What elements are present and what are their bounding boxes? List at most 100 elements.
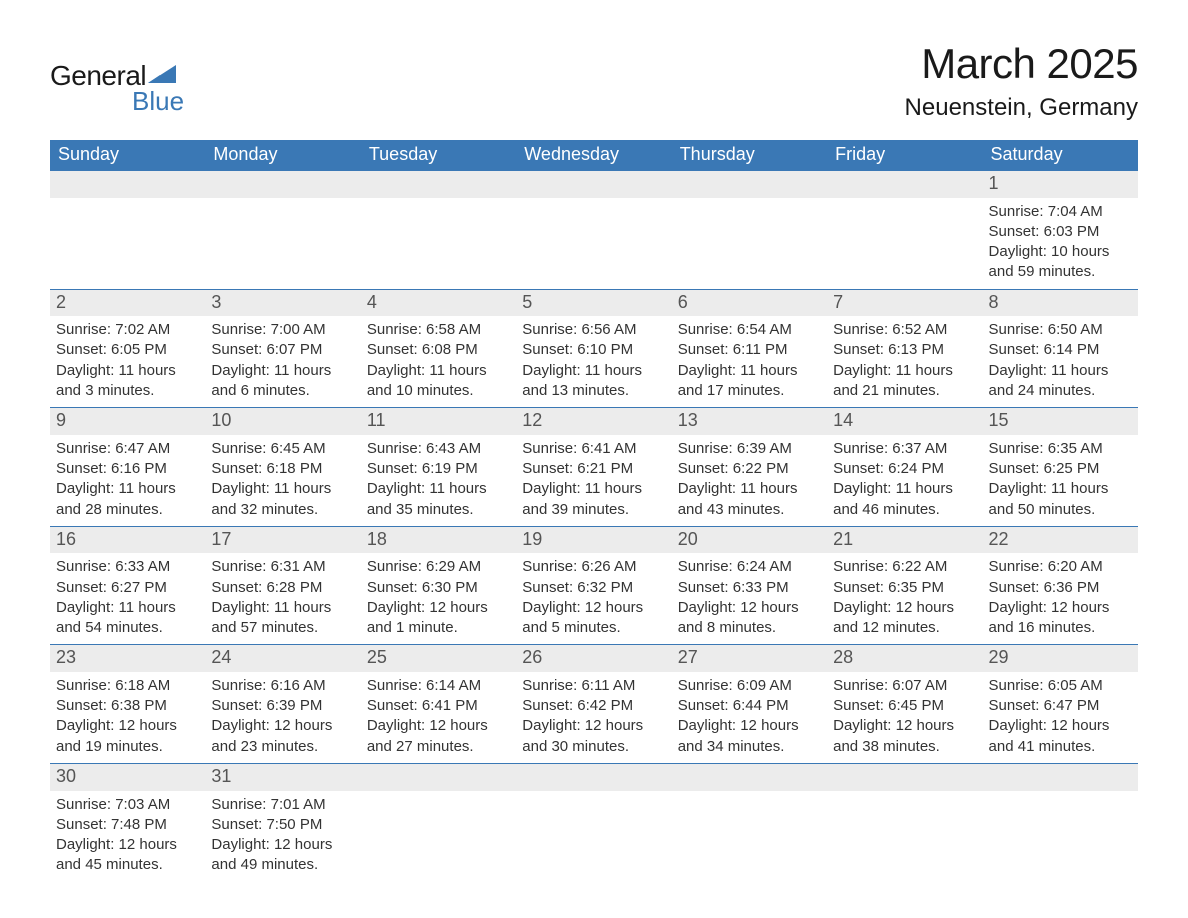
- day-details: Sunrise: 7:02 AMSunset: 6:05 PMDaylight:…: [50, 316, 205, 407]
- day-number: 14: [827, 408, 982, 435]
- calendar-day-cell: [50, 171, 205, 289]
- day-number: 13: [672, 408, 827, 435]
- page-header: General Blue March 2025 Neuenstein, Germ…: [50, 40, 1138, 122]
- daylight-text: Daylight: 11 hours and 6 minutes.: [211, 361, 354, 402]
- day-details: Sunrise: 7:04 AMSunset: 6:03 PMDaylight:…: [983, 198, 1138, 289]
- sunrise-text: Sunrise: 6:05 AM: [989, 676, 1132, 696]
- calendar-day-cell: [205, 171, 360, 289]
- calendar-day-cell: 30Sunrise: 7:03 AMSunset: 7:48 PMDayligh…: [50, 763, 205, 881]
- sunset-text: Sunset: 6:39 PM: [211, 696, 354, 716]
- daylight-text: Daylight: 12 hours and 34 minutes.: [678, 716, 821, 757]
- title-block: March 2025 Neuenstein, Germany: [905, 40, 1138, 122]
- calendar-day-cell: 26Sunrise: 6:11 AMSunset: 6:42 PMDayligh…: [516, 645, 671, 764]
- day-header: Thursday: [672, 140, 827, 171]
- day-number: [672, 764, 827, 791]
- calendar-day-cell: 11Sunrise: 6:43 AMSunset: 6:19 PMDayligh…: [361, 408, 516, 527]
- sunset-text: Sunset: 6:11 PM: [678, 340, 821, 360]
- sunrise-text: Sunrise: 6:16 AM: [211, 676, 354, 696]
- calendar-day-cell: 21Sunrise: 6:22 AMSunset: 6:35 PMDayligh…: [827, 526, 982, 645]
- calendar-day-cell: 12Sunrise: 6:41 AMSunset: 6:21 PMDayligh…: [516, 408, 671, 527]
- calendar-day-cell: 23Sunrise: 6:18 AMSunset: 6:38 PMDayligh…: [50, 645, 205, 764]
- day-number: 30: [50, 764, 205, 791]
- day-details: Sunrise: 6:41 AMSunset: 6:21 PMDaylight:…: [516, 435, 671, 526]
- sunrise-text: Sunrise: 6:43 AM: [367, 439, 510, 459]
- sunset-text: Sunset: 6:03 PM: [989, 222, 1132, 242]
- sunrise-text: Sunrise: 6:24 AM: [678, 557, 821, 577]
- day-details: Sunrise: 6:47 AMSunset: 6:16 PMDaylight:…: [50, 435, 205, 526]
- day-details: Sunrise: 6:58 AMSunset: 6:08 PMDaylight:…: [361, 316, 516, 407]
- sunset-text: Sunset: 6:45 PM: [833, 696, 976, 716]
- daylight-text: Daylight: 11 hours and 39 minutes.: [522, 479, 665, 520]
- day-details: Sunrise: 6:39 AMSunset: 6:22 PMDaylight:…: [672, 435, 827, 526]
- day-details: Sunrise: 6:31 AMSunset: 6:28 PMDaylight:…: [205, 553, 360, 644]
- day-header: Wednesday: [516, 140, 671, 171]
- day-number: 29: [983, 645, 1138, 672]
- calendar-day-cell: 1Sunrise: 7:04 AMSunset: 6:03 PMDaylight…: [983, 171, 1138, 289]
- calendar-day-cell: 10Sunrise: 6:45 AMSunset: 6:18 PMDayligh…: [205, 408, 360, 527]
- day-number: [205, 171, 360, 198]
- day-number: 6: [672, 290, 827, 317]
- daylight-text: Daylight: 12 hours and 8 minutes.: [678, 598, 821, 639]
- sunset-text: Sunset: 6:25 PM: [989, 459, 1132, 479]
- day-header: Friday: [827, 140, 982, 171]
- calendar-day-cell: [361, 171, 516, 289]
- day-details: Sunrise: 6:16 AMSunset: 6:39 PMDaylight:…: [205, 672, 360, 763]
- sunset-text: Sunset: 6:18 PM: [211, 459, 354, 479]
- day-number: 17: [205, 527, 360, 554]
- daylight-text: Daylight: 11 hours and 3 minutes.: [56, 361, 199, 402]
- day-number: 20: [672, 527, 827, 554]
- day-number: 16: [50, 527, 205, 554]
- day-number: 12: [516, 408, 671, 435]
- day-number: [827, 764, 982, 791]
- day-number: 10: [205, 408, 360, 435]
- day-header-row: Sunday Monday Tuesday Wednesday Thursday…: [50, 140, 1138, 171]
- day-details: Sunrise: 7:01 AMSunset: 7:50 PMDaylight:…: [205, 791, 360, 882]
- day-details: Sunrise: 6:35 AMSunset: 6:25 PMDaylight:…: [983, 435, 1138, 526]
- day-details: Sunrise: 6:50 AMSunset: 6:14 PMDaylight:…: [983, 316, 1138, 407]
- calendar-day-cell: 4Sunrise: 6:58 AMSunset: 6:08 PMDaylight…: [361, 289, 516, 408]
- day-details: Sunrise: 6:43 AMSunset: 6:19 PMDaylight:…: [361, 435, 516, 526]
- calendar-day-cell: 29Sunrise: 6:05 AMSunset: 6:47 PMDayligh…: [983, 645, 1138, 764]
- calendar-table: Sunday Monday Tuesday Wednesday Thursday…: [50, 140, 1138, 882]
- calendar-day-cell: 9Sunrise: 6:47 AMSunset: 6:16 PMDaylight…: [50, 408, 205, 527]
- calendar-week-row: 9Sunrise: 6:47 AMSunset: 6:16 PMDaylight…: [50, 408, 1138, 527]
- day-details: Sunrise: 6:54 AMSunset: 6:11 PMDaylight:…: [672, 316, 827, 407]
- day-details: Sunrise: 6:20 AMSunset: 6:36 PMDaylight:…: [983, 553, 1138, 644]
- calendar-day-cell: 18Sunrise: 6:29 AMSunset: 6:30 PMDayligh…: [361, 526, 516, 645]
- day-details: Sunrise: 6:18 AMSunset: 6:38 PMDaylight:…: [50, 672, 205, 763]
- sunrise-text: Sunrise: 6:41 AM: [522, 439, 665, 459]
- calendar-week-row: 16Sunrise: 6:33 AMSunset: 6:27 PMDayligh…: [50, 526, 1138, 645]
- sunrise-text: Sunrise: 6:58 AM: [367, 320, 510, 340]
- calendar-day-cell: [827, 171, 982, 289]
- sunrise-text: Sunrise: 6:14 AM: [367, 676, 510, 696]
- day-number: 8: [983, 290, 1138, 317]
- calendar-day-cell: 8Sunrise: 6:50 AMSunset: 6:14 PMDaylight…: [983, 289, 1138, 408]
- sunrise-text: Sunrise: 6:52 AM: [833, 320, 976, 340]
- day-number: 26: [516, 645, 671, 672]
- calendar-week-row: 1Sunrise: 7:04 AMSunset: 6:03 PMDaylight…: [50, 171, 1138, 289]
- day-number: 11: [361, 408, 516, 435]
- daylight-text: Daylight: 12 hours and 41 minutes.: [989, 716, 1132, 757]
- day-number: [672, 171, 827, 198]
- sunrise-text: Sunrise: 6:37 AM: [833, 439, 976, 459]
- calendar-day-cell: 6Sunrise: 6:54 AMSunset: 6:11 PMDaylight…: [672, 289, 827, 408]
- sunrise-text: Sunrise: 6:54 AM: [678, 320, 821, 340]
- sunset-text: Sunset: 6:38 PM: [56, 696, 199, 716]
- day-header: Sunday: [50, 140, 205, 171]
- daylight-text: Daylight: 11 hours and 43 minutes.: [678, 479, 821, 520]
- daylight-text: Daylight: 11 hours and 28 minutes.: [56, 479, 199, 520]
- sunset-text: Sunset: 6:33 PM: [678, 578, 821, 598]
- day-details: Sunrise: 6:37 AMSunset: 6:24 PMDaylight:…: [827, 435, 982, 526]
- sunrise-text: Sunrise: 6:35 AM: [989, 439, 1132, 459]
- sunrise-text: Sunrise: 6:07 AM: [833, 676, 976, 696]
- sunrise-text: Sunrise: 6:18 AM: [56, 676, 199, 696]
- day-number: [516, 764, 671, 791]
- sunset-text: Sunset: 6:42 PM: [522, 696, 665, 716]
- sunrise-text: Sunrise: 6:33 AM: [56, 557, 199, 577]
- sunrise-text: Sunrise: 6:56 AM: [522, 320, 665, 340]
- sunset-text: Sunset: 6:36 PM: [989, 578, 1132, 598]
- daylight-text: Daylight: 11 hours and 50 minutes.: [989, 479, 1132, 520]
- day-number: [516, 171, 671, 198]
- daylight-text: Daylight: 12 hours and 27 minutes.: [367, 716, 510, 757]
- day-number: 25: [361, 645, 516, 672]
